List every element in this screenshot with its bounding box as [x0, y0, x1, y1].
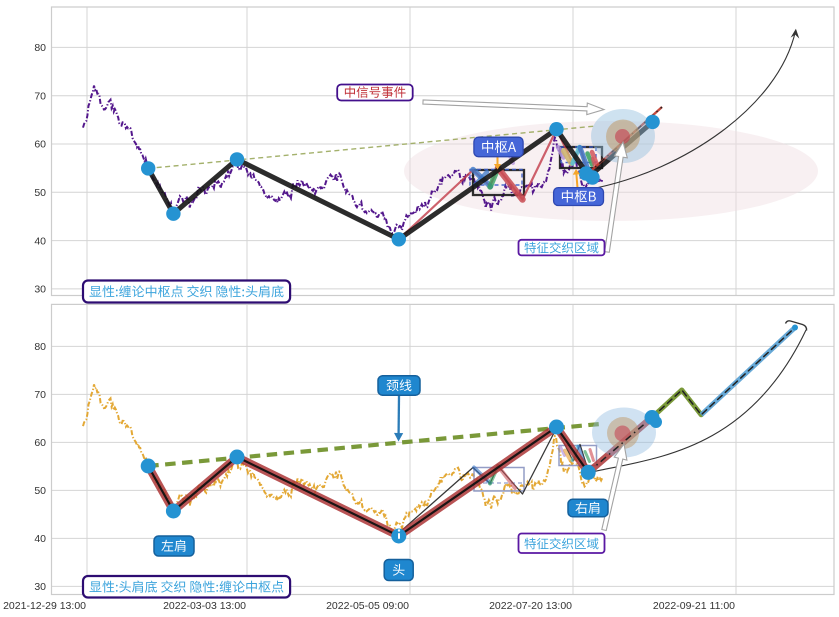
svg-text:40: 40 [34, 235, 46, 247]
svg-text:2022-09-21 11:00: 2022-09-21 11:00 [653, 600, 735, 612]
svg-text:30: 30 [34, 581, 46, 593]
svg-text:2021-12-29 13:00: 2021-12-29 13:00 [3, 600, 86, 612]
svg-text:2022-07-20 13:00: 2022-07-20 13:00 [489, 600, 572, 612]
svg-text:60: 60 [34, 139, 46, 151]
svg-text:70: 70 [34, 389, 46, 401]
svg-text:80: 80 [34, 341, 46, 353]
svg-text:50: 50 [34, 187, 46, 199]
svg-text:70: 70 [34, 90, 46, 102]
svg-text:2022-05-05 09:00: 2022-05-05 09:00 [326, 600, 409, 612]
svg-text:30: 30 [34, 284, 46, 296]
svg-text:80: 80 [34, 42, 46, 54]
svg-text:2022-03-03 13:00: 2022-03-03 13:00 [163, 600, 246, 612]
svg-text:40: 40 [34, 533, 46, 545]
svg-text:50: 50 [34, 485, 46, 497]
svg-text:60: 60 [34, 437, 46, 449]
